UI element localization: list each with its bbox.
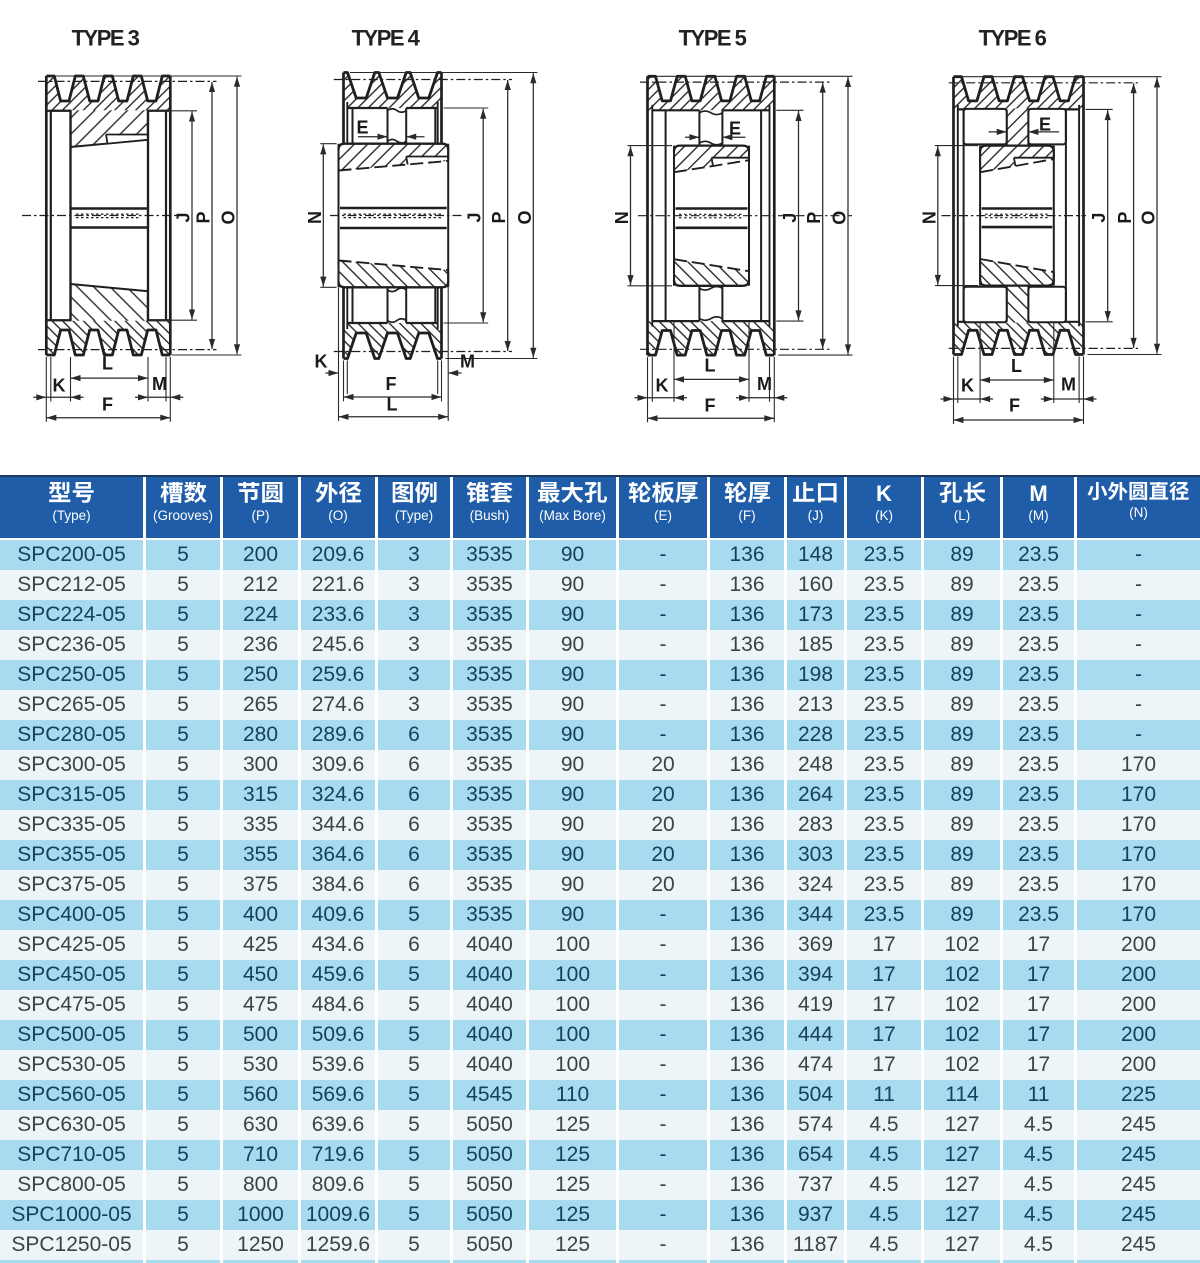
svg-text:J: J bbox=[1089, 213, 1109, 223]
svg-text:F: F bbox=[386, 374, 397, 394]
svg-text:P: P bbox=[489, 211, 509, 223]
svg-text:J: J bbox=[174, 212, 194, 222]
svg-text:E: E bbox=[729, 119, 741, 139]
svg-text:F: F bbox=[1009, 396, 1020, 416]
svg-text:O: O bbox=[515, 210, 535, 224]
svg-text:J: J bbox=[780, 213, 800, 223]
svg-text:K: K bbox=[53, 376, 66, 396]
svg-text:O: O bbox=[219, 210, 239, 224]
svg-text:M: M bbox=[152, 374, 167, 394]
svg-text:L: L bbox=[1011, 356, 1022, 376]
svg-text:TYPE 4: TYPE 4 bbox=[352, 26, 421, 51]
svg-text:K: K bbox=[315, 352, 328, 372]
svg-text:L: L bbox=[387, 394, 398, 414]
svg-text:K: K bbox=[656, 375, 669, 395]
svg-text:J: J bbox=[465, 212, 485, 222]
svg-text:P: P bbox=[194, 211, 214, 223]
svg-text:TYPE 3: TYPE 3 bbox=[72, 26, 140, 51]
svg-text:E: E bbox=[1039, 115, 1051, 135]
svg-text:P: P bbox=[1115, 212, 1135, 224]
svg-text:F: F bbox=[102, 395, 113, 415]
svg-text:E: E bbox=[356, 118, 368, 138]
svg-text:L: L bbox=[102, 354, 113, 374]
svg-text:P: P bbox=[804, 212, 824, 224]
svg-text:M: M bbox=[757, 374, 772, 394]
svg-text:N: N bbox=[612, 211, 632, 224]
svg-text:K: K bbox=[961, 376, 974, 396]
svg-text:O: O bbox=[1139, 211, 1159, 225]
svg-text:M: M bbox=[1061, 375, 1076, 395]
svg-text:F: F bbox=[705, 395, 716, 415]
svg-text:TYPE 6: TYPE 6 bbox=[979, 26, 1047, 51]
svg-text:L: L bbox=[705, 355, 716, 375]
svg-text:N: N bbox=[305, 211, 325, 224]
svg-text:N: N bbox=[919, 211, 939, 224]
svg-text:M: M bbox=[460, 352, 475, 372]
svg-text:O: O bbox=[830, 211, 850, 225]
svg-text:TYPE 5: TYPE 5 bbox=[679, 26, 747, 51]
